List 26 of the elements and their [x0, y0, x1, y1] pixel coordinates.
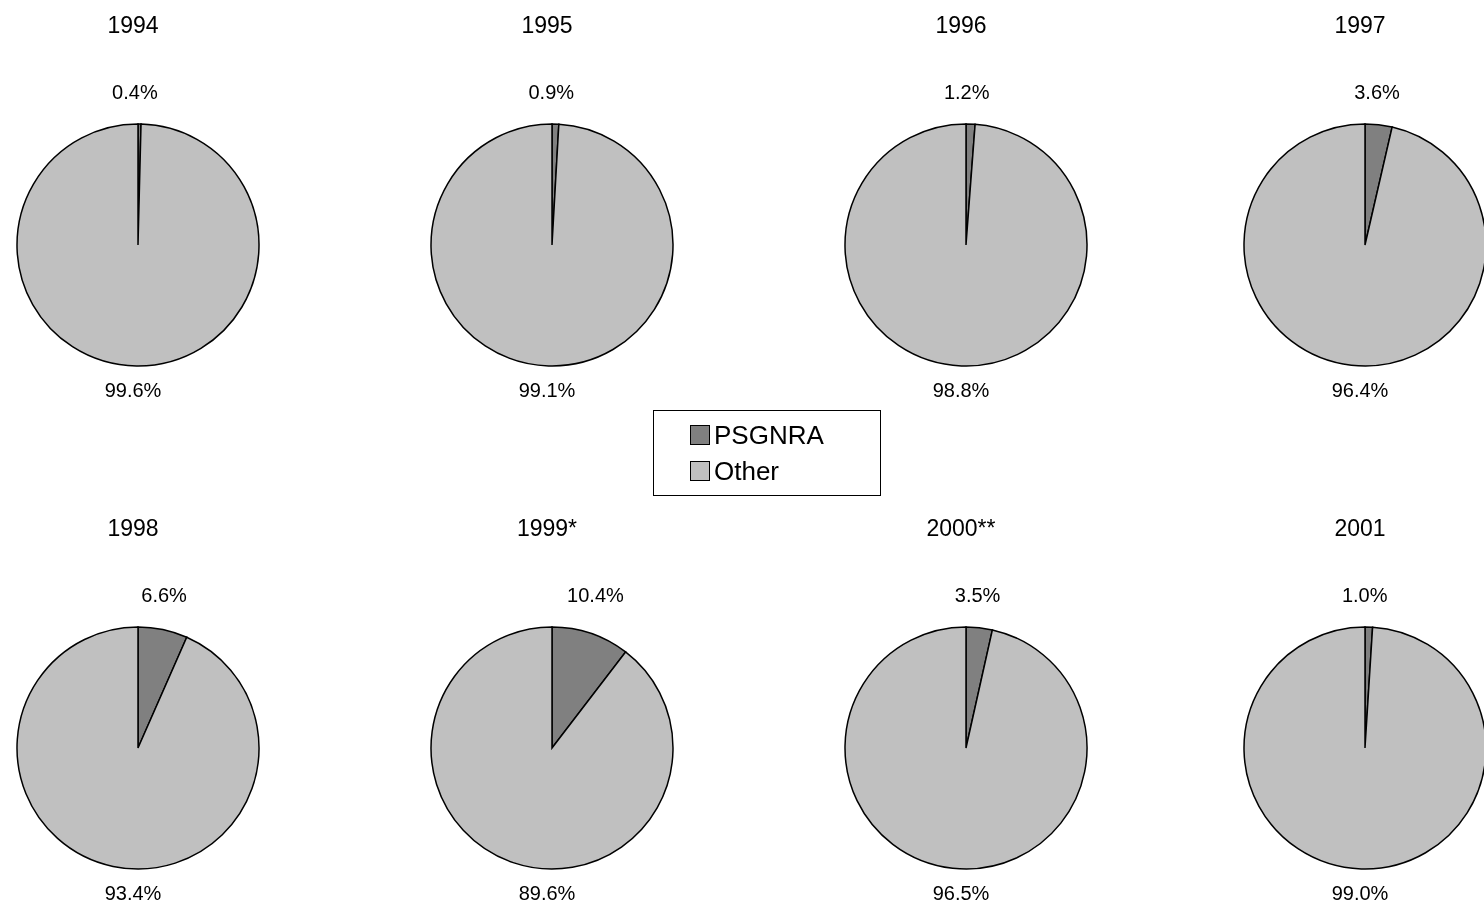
data-label: 1.2%: [943, 81, 990, 103]
data-label: 6.6%: [141, 584, 188, 606]
data-label: 99.6%: [104, 379, 162, 401]
data-label: 99.0%: [1331, 882, 1389, 904]
data-label: 99.1%: [518, 379, 576, 401]
data-label: 0.4%: [112, 81, 158, 103]
data-label: 89.6%: [518, 882, 576, 904]
data-label: 0.9%: [528, 81, 575, 103]
chart-title: 2000**: [925, 515, 997, 542]
data-label: 10.4%: [567, 584, 625, 606]
legend-label: Other: [714, 455, 780, 487]
data-label: 3.6%: [1354, 81, 1401, 103]
chart-title: 1999*: [515, 515, 579, 542]
data-label: 93.4%: [104, 882, 162, 904]
chart-title: 2001: [1333, 515, 1387, 542]
chart-title: 1998: [106, 515, 160, 542]
data-label: 98.8%: [932, 379, 990, 401]
chart-title: 1995: [520, 12, 574, 39]
data-label: 96.5%: [932, 882, 990, 904]
legend-label: PSGNRA: [714, 419, 824, 451]
chart-title: 1997: [1333, 12, 1387, 39]
chart-title: 1996: [934, 12, 988, 39]
data-label: 3.5%: [954, 584, 1001, 606]
data-label: 1.0%: [1341, 584, 1388, 606]
data-label: 96.4%: [1331, 379, 1389, 401]
chart-title: 1994: [106, 12, 160, 39]
